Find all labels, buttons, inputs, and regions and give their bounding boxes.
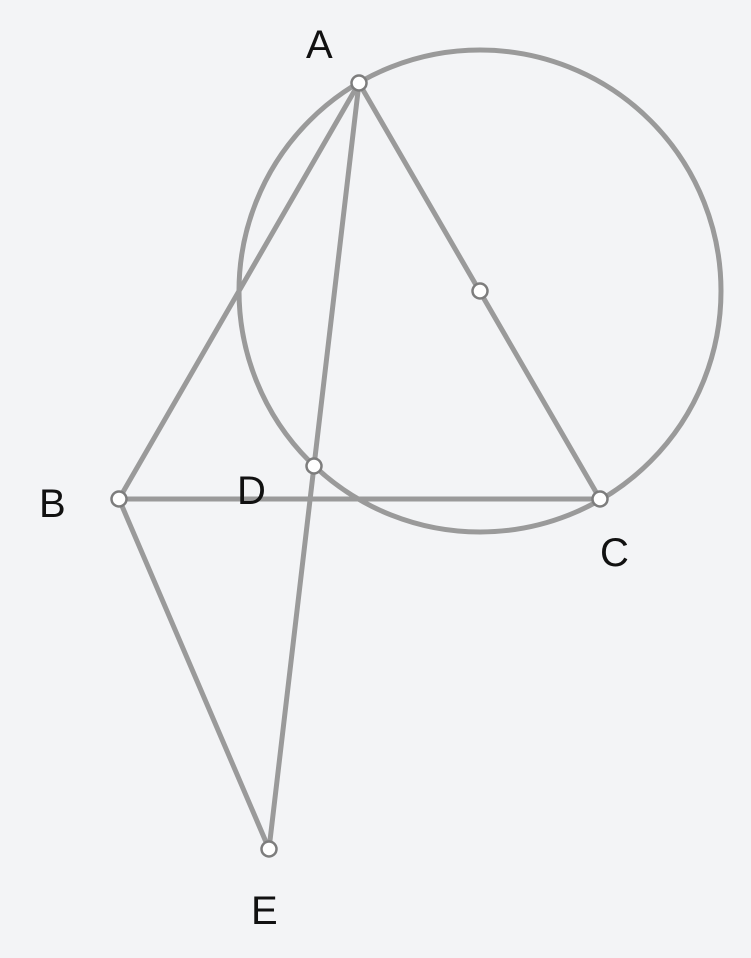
point-circle-center	[471, 282, 489, 300]
segment-ab	[116, 80, 362, 502]
label-b: B	[39, 482, 66, 526]
segment-be	[116, 496, 272, 852]
point-c	[591, 490, 609, 508]
point-e	[260, 840, 278, 858]
label-c: C	[600, 531, 629, 575]
point-b	[110, 490, 128, 508]
label-d: D	[237, 469, 266, 513]
point-d	[305, 457, 323, 475]
label-a: A	[306, 23, 333, 67]
point-a	[350, 74, 368, 92]
label-e: E	[251, 889, 278, 933]
